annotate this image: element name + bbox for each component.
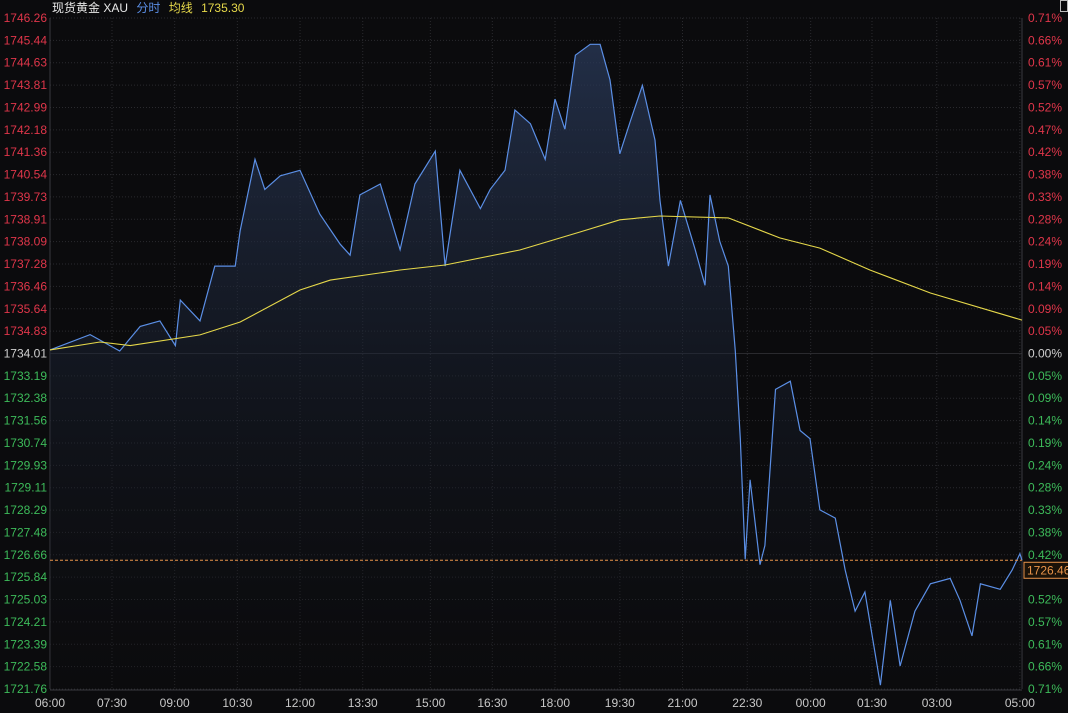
chart-header: 现货黄金 XAU 分时 均线 1735.30 (52, 1, 249, 15)
y-tick-label: 1738.09 (4, 235, 48, 249)
x-tick-label: 03:00 (922, 696, 952, 710)
price-line (49, 43, 1023, 686)
x-tick-label: 10:30 (222, 696, 252, 710)
y-tick-label: 1746.26 (4, 11, 48, 25)
y-tick-label: 1725.84 (4, 570, 48, 584)
y-tick-label: 1740.54 (4, 168, 48, 182)
x-tick-label: 19:30 (605, 696, 635, 710)
pct-tick-label: 0.19% (1028, 257, 1062, 271)
y-tick-label: 1730.74 (4, 436, 48, 450)
y-tick-label: 1738.91 (4, 212, 48, 226)
x-tick-label: 21:00 (667, 696, 697, 710)
price-area (50, 44, 1022, 690)
y-tick-label: 1722.58 (4, 660, 48, 674)
y-tick-label: 1732.38 (4, 391, 48, 405)
pct-tick-label: 0.42% (1028, 548, 1062, 562)
y-tick-label: 1721.76 (4, 682, 48, 696)
y-tick-label: 1726.66 (4, 548, 48, 562)
pct-tick-label: 0.05% (1028, 324, 1062, 338)
x-tick-label: 05:00 (1005, 696, 1035, 710)
x-tick-label: 00:00 (796, 696, 826, 710)
y-tick-label: 1742.99 (4, 100, 48, 114)
pct-tick-label: 0.09% (1028, 391, 1062, 405)
avg-value: 1735.30 (201, 1, 245, 15)
pct-tick-label: 0.38% (1028, 525, 1062, 539)
pct-tick-label: 0.61% (1028, 637, 1062, 651)
pct-tick-label: 0.57% (1028, 615, 1062, 629)
pct-tick-label: 0.47% (1028, 123, 1062, 137)
x-tick-label: 16:30 (477, 696, 507, 710)
x-tick-label: 07:30 (97, 696, 127, 710)
pct-tick-label: 0.14% (1028, 279, 1062, 293)
last-price-box (1023, 561, 1068, 579)
pct-tick-label: 0.00% (1028, 347, 1062, 361)
pct-tick-label: 0.52% (1028, 593, 1062, 607)
y-tick-label: 1743.81 (4, 78, 48, 92)
pct-tick-label: 0.66% (1028, 660, 1062, 674)
x-tick-label: 18:00 (540, 696, 570, 710)
y-tick-label: 1745.44 (4, 33, 48, 47)
y-tick-label: 1729.93 (4, 458, 48, 472)
pct-tick-label: 0.09% (1028, 302, 1062, 316)
x-tick-label: 22:30 (732, 696, 762, 710)
y-tick-label: 1731.56 (4, 414, 48, 428)
x-tick-label: 06:00 (35, 696, 65, 710)
pct-tick-label: 0.61% (1028, 56, 1062, 70)
pct-tick-label: 0.71% (1028, 11, 1062, 25)
pct-tick-label: 0.33% (1028, 503, 1062, 517)
pct-tick-label: 0.57% (1028, 78, 1062, 92)
y-tick-label: 1744.63 (4, 56, 48, 70)
y-tick-label: 1742.18 (4, 123, 48, 137)
pct-tick-label: 0.05% (1028, 369, 1062, 383)
x-tick-label: 13:30 (348, 696, 378, 710)
x-tick-label: 01:30 (857, 696, 887, 710)
y-tick-label: 1733.19 (4, 369, 48, 383)
y-tick-label: 1737.28 (4, 257, 48, 271)
y-tick-label: 1734.83 (4, 324, 48, 338)
x-tick-label: 15:00 (415, 696, 445, 710)
pct-tick-label: 0.33% (1028, 190, 1062, 204)
pct-tick-label: 0.52% (1028, 100, 1062, 114)
x-tick-label: 09:00 (160, 696, 190, 710)
y-tick-label: 1729.11 (5, 481, 48, 495)
y-tick-label: 1734.01 (4, 347, 48, 361)
pct-tick-label: 0.42% (1028, 145, 1062, 159)
mode-label[interactable]: 分时 (136, 1, 161, 15)
y-tick-label: 1728.29 (4, 503, 48, 517)
pct-tick-label: 0.66% (1028, 33, 1062, 47)
y-tick-label: 1735.64 (4, 302, 48, 316)
last-price-label: 1726.46 (1027, 563, 1068, 577)
y-tick-label: 1725.03 (4, 593, 48, 607)
y-tick-label: 1741.36 (4, 145, 48, 159)
pct-tick-label: 0.14% (1028, 414, 1062, 428)
pct-tick-label: 0.71% (1028, 682, 1062, 696)
pct-tick-label: 0.24% (1028, 458, 1062, 472)
average-line (49, 215, 1023, 351)
pct-tick-label: 0.28% (1028, 481, 1062, 495)
pct-tick-label: 0.19% (1028, 436, 1062, 450)
x-tick-label: 12:00 (285, 696, 315, 710)
pct-tick-label: 0.24% (1028, 235, 1062, 249)
y-tick-label: 1736.46 (4, 279, 48, 293)
y-tick-label: 1739.73 (4, 190, 48, 204)
avg-label: 均线 (168, 1, 193, 15)
instrument-name: 现货黄金 XAU (52, 1, 129, 15)
y-tick-label: 1724.21 (4, 615, 48, 629)
pct-tick-label: 0.28% (1028, 212, 1062, 226)
y-tick-label: 1727.48 (4, 525, 48, 539)
pct-tick-label: 0.38% (1028, 168, 1062, 182)
y-tick-label: 1723.39 (4, 637, 48, 651)
